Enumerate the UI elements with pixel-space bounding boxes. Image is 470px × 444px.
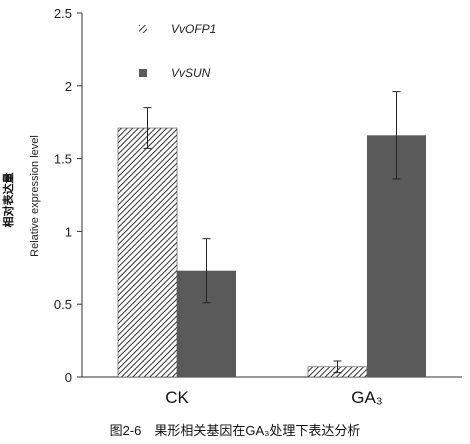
legend-swatch-vvsun	[139, 69, 147, 77]
y-tick-label: 0	[65, 370, 72, 385]
y-tick-label: 0.5	[54, 297, 72, 312]
legend-label-vvsun: VvSUN	[171, 66, 211, 80]
y-axis: 0 0.5 1 1.5 2 2.5	[54, 6, 83, 385]
x-tick-label-ck: CK	[165, 388, 189, 407]
x-tick-label-ga: GA₃	[351, 388, 383, 407]
y-tick-label: 2.5	[54, 6, 72, 21]
y-tick-label: 1.5	[54, 152, 72, 167]
bars	[117, 127, 426, 378]
bar-vvofp1-ck	[117, 127, 178, 378]
figure-caption: 图2-6 果形相关基因在GA₃处理下表达分析	[110, 423, 361, 438]
y-tick-label: 2	[65, 79, 72, 94]
legend-swatch-vvofp1	[139, 25, 147, 33]
y-tick-label: 1	[65, 224, 72, 239]
x-axis: CK GA₃	[82, 376, 462, 407]
y-axis-label: Relative expression level	[29, 135, 41, 257]
legend: VvOFP1 VvSUN	[139, 22, 216, 80]
error-bars	[143, 91, 401, 374]
legend-label-vvofp1: VvOFP1	[171, 22, 216, 36]
y-axis-label-chinese: 相对表达量	[1, 173, 15, 228]
